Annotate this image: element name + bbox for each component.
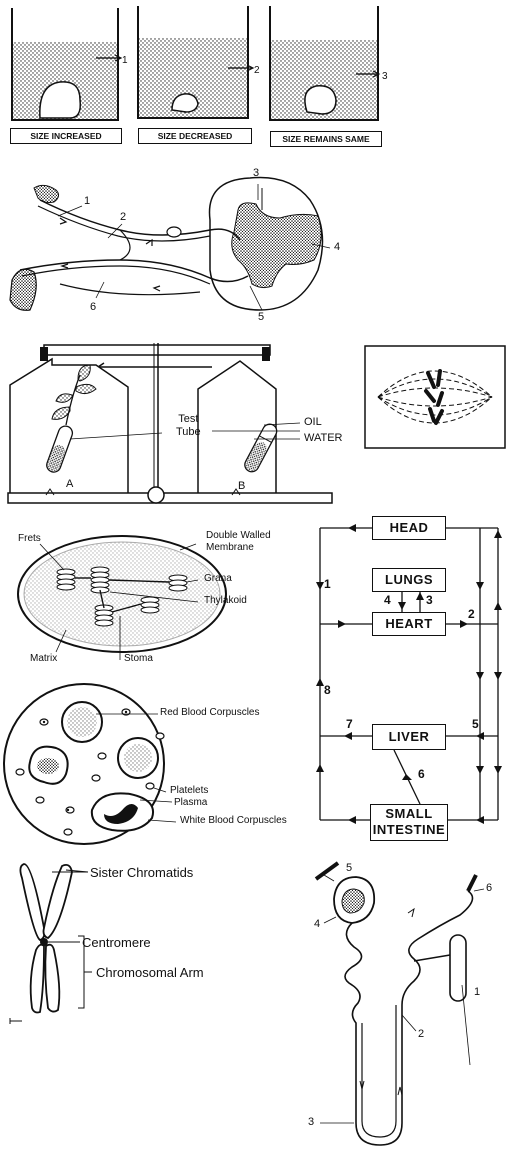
beaker-a-label: A <box>66 478 74 490</box>
flow-num-3: 3 <box>426 593 433 607</box>
flow-num-5: 5 <box>472 717 479 731</box>
grana-stacks <box>56 566 188 627</box>
beaker-3 <box>269 6 381 121</box>
circulation-lines <box>316 524 502 824</box>
chromosomal-arm-label: Chromosomal Arm <box>96 965 204 980</box>
circulation-panel: HEAD LUNGS HEART LIVER SMALL INTESTINE 1… <box>308 510 511 845</box>
beaker-marker-3: 3 <box>382 71 388 82</box>
reflex-label-4: 4 <box>334 241 341 253</box>
caption-size-decreased: SIZE DECREASED <box>138 128 252 144</box>
flow-arrows <box>316 524 502 824</box>
blood-panel: Red Blood Corpuscles Platelets Plasma Wh… <box>0 682 300 852</box>
grana-label: Grana <box>204 573 232 584</box>
beaker-drawings <box>11 6 381 121</box>
beaker-b-label: B <box>238 480 246 492</box>
water-label: WATER <box>304 432 343 444</box>
reflex-label-2: 2 <box>120 211 127 223</box>
beaker-marker-2: 2 <box>254 65 260 76</box>
reflex-label-6: 6 <box>90 301 97 313</box>
spindle-panel <box>364 345 506 449</box>
reflex-label-1: 1 <box>84 195 91 207</box>
caption-size-remains-same: SIZE REMAINS SAME <box>270 131 382 147</box>
reflex-arc-panel: 1 2 3 4 5 6 <box>0 160 380 330</box>
spindle-drawing <box>364 345 506 449</box>
plasma-label: Plasma <box>174 797 208 808</box>
nephron-label-4: 4 <box>314 918 321 930</box>
platelets-label: Platelets <box>170 785 209 796</box>
thylakoid-label: Thylakoid <box>204 595 247 606</box>
nephron-drawing <box>314 861 485 1146</box>
sister-chromatids-label: Sister Chromatids <box>90 865 194 880</box>
small-intestine-box: SMALL INTESTINE <box>370 804 448 841</box>
stoma-label: Stoma <box>124 653 153 664</box>
reflex-arc-drawing <box>9 176 331 311</box>
centromere-label: Centromere <box>82 935 151 950</box>
beaker-1 <box>11 8 123 121</box>
nephron-label-6: 6 <box>486 882 493 894</box>
flow-num-6: 6 <box>418 767 425 781</box>
lungs-box: LUNGS <box>372 568 446 592</box>
flow-num-1: 1 <box>324 577 331 591</box>
flow-num-2: 2 <box>468 607 475 621</box>
chromosome-panel: Sister Chromatids Centromere Chromosomal… <box>0 858 240 1038</box>
flow-num-4: 4 <box>384 593 391 607</box>
raisin-same <box>304 85 337 115</box>
nephron-label-2: 2 <box>418 1028 425 1040</box>
liver-box: LIVER <box>372 724 446 750</box>
raisin-shrunk <box>171 93 199 113</box>
beaker-marker-1: 1 <box>122 55 128 66</box>
balance-panel: Test Tube OIL WATER A B <box>0 335 360 510</box>
beaker-2 <box>137 6 255 119</box>
reflex-label-5: 5 <box>258 311 265 323</box>
balance-drawing <box>7 343 333 504</box>
beaker-panel: 1 2 3 SIZE INCREASED SIZE DECREASED SIZE… <box>0 0 511 160</box>
flow-num-7: 7 <box>346 717 353 731</box>
rbc-label: Red Blood Corpuscles <box>160 707 260 718</box>
nephron-panel: 1 2 3 4 5 6 <box>290 855 511 1152</box>
nephron-label-5: 5 <box>346 862 353 874</box>
test-tube-label: Test Tube <box>176 413 201 438</box>
oil-label: OIL <box>304 416 322 428</box>
wbc-label: White Blood Corpuscles <box>180 815 287 826</box>
matrix-label: Matrix <box>30 653 58 664</box>
muscle <box>9 268 37 311</box>
head-box: HEAD <box>372 516 446 540</box>
frets-label: Frets <box>18 533 41 544</box>
caption-size-increased: SIZE INCREASED <box>10 128 122 144</box>
chromosome-drawing <box>9 863 92 1024</box>
chloroplast-panel: Frets Double Walled Membrane Grana Thyla… <box>0 520 300 680</box>
double-walled-membrane-label: Double Walled Membrane <box>206 530 271 553</box>
heart-box: HEART <box>372 612 446 636</box>
chloroplast-drawing <box>17 535 227 660</box>
nephron-label-1: 1 <box>474 986 481 998</box>
raisin-swollen <box>39 81 82 119</box>
blood-drawing <box>3 683 177 845</box>
flow-num-8: 8 <box>324 683 331 697</box>
reflex-label-3: 3 <box>253 167 260 179</box>
grey-matter <box>231 202 322 289</box>
nephron-label-3: 3 <box>308 1116 315 1128</box>
